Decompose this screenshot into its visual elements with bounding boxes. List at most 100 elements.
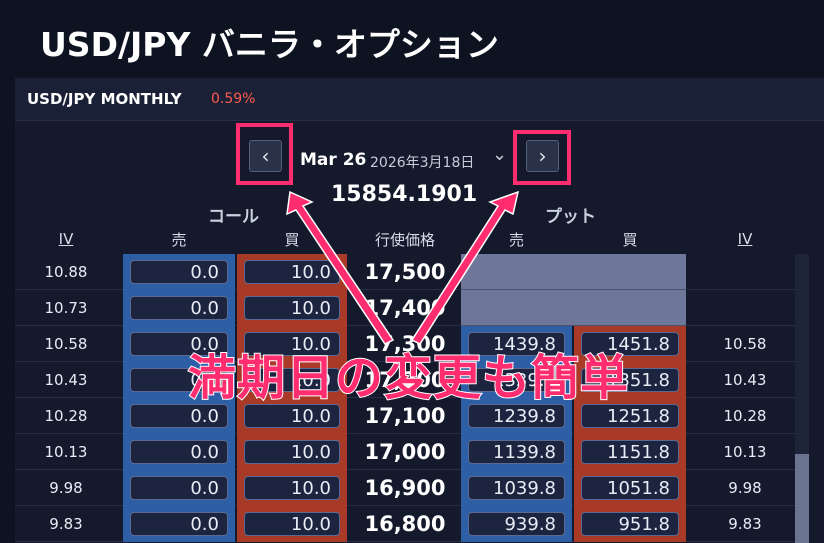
call-bid-cell: 0.0 [123, 434, 235, 470]
call-iv: 10.43 [44, 371, 88, 389]
panel-header: USD/JPY MONTHLY 0.59% [15, 78, 824, 121]
call-ask[interactable]: 10.0 [244, 260, 340, 284]
put-ask[interactable]: 1251.8 [581, 404, 679, 428]
call-ask[interactable]: 10.0 [244, 440, 340, 464]
call-bid[interactable]: 0.0 [130, 332, 228, 356]
highlight-box [513, 130, 571, 185]
empty-cell [461, 290, 574, 326]
scroll-thumb[interactable] [795, 454, 809, 543]
call-iv: 9.98 [49, 479, 83, 497]
call-ask[interactable]: 10.0 [244, 296, 340, 320]
call-ask-cell: 10.0 [237, 362, 347, 398]
put-ask-cell: 1351.8 [574, 362, 686, 398]
empty-cell [574, 290, 686, 326]
put-ask[interactable]: 1351.8 [581, 368, 679, 392]
row-divider [15, 289, 795, 290]
call-ask[interactable]: 10.0 [244, 512, 340, 536]
next-expiry[interactable]: › [526, 140, 559, 172]
strike: 17,200 [364, 368, 446, 392]
column-header: 売 [508, 230, 524, 249]
call-iv: 10.88 [44, 263, 88, 281]
call-bid[interactable]: 0.0 [130, 296, 228, 320]
dropdown-icon[interactable]: ⌄ [492, 144, 508, 165]
call-bid-cell: 0.0 [123, 254, 235, 290]
row-divider [15, 325, 795, 326]
call-iv: 10.73 [44, 299, 88, 317]
put-bid[interactable]: 1239.8 [468, 404, 565, 428]
put-bid-cell: 1039.8 [461, 470, 572, 506]
strike: 17,300 [364, 332, 446, 356]
call-ask[interactable]: 10.0 [244, 404, 340, 428]
call-iv: 10.28 [44, 407, 88, 425]
call-ask-cell: 10.0 [237, 398, 347, 434]
put-header: プット [545, 207, 596, 227]
strike: 16,900 [364, 476, 446, 500]
put-bid-cell: 1439.8 [461, 326, 572, 362]
arrow [410, 190, 520, 345]
put-ask[interactable]: 1151.8 [581, 440, 679, 464]
row-divider [15, 541, 795, 542]
call-bid-cell: 0.0 [123, 326, 235, 362]
put-ask-cell: 1451.8 [574, 326, 686, 362]
put-ask[interactable]: 1051.8 [581, 476, 679, 500]
put-bid[interactable]: 1139.8 [468, 440, 565, 464]
arrow [286, 190, 395, 345]
put-bid[interactable]: 1339.8 [468, 368, 565, 392]
call-bid[interactable]: 0.0 [130, 368, 228, 392]
call-ask-cell: 10.0 [237, 434, 347, 470]
put-ask[interactable]: 1451.8 [581, 332, 679, 356]
put-iv: 10.58 [723, 335, 767, 353]
call-bid[interactable]: 0.0 [130, 512, 228, 536]
put-ask[interactable]: 951.8 [581, 512, 679, 536]
empty-cell [461, 254, 574, 290]
call-ask-cell: 10.0 [237, 290, 347, 326]
call-bid[interactable]: 0.0 [130, 476, 228, 500]
call-ask[interactable]: 10.0 [244, 476, 340, 500]
call-ask-cell: 10.0 [237, 326, 347, 362]
column-header: 買 [622, 230, 638, 249]
option-panel: USD/JPY MONTHLY 0.59% ‹ Mar 26 2026年3月18… [15, 78, 824, 543]
prev-expiry[interactable]: ‹ [249, 140, 282, 172]
column-header: 売 [171, 230, 187, 249]
put-bid-cell: 939.8 [461, 506, 572, 542]
put-iv: 10.43 [723, 371, 767, 389]
column-header: 行使価格 [374, 230, 435, 249]
strike: 17,000 [364, 440, 446, 464]
put-bid[interactable]: 939.8 [468, 512, 565, 536]
call-iv: 10.13 [44, 443, 88, 461]
row-divider [15, 505, 795, 506]
put-ask-cell: 951.8 [574, 506, 686, 542]
strike: 17,100 [364, 404, 446, 428]
call-iv: 9.83 [49, 515, 83, 533]
call-bid[interactable]: 0.0 [130, 440, 228, 464]
call-ask-cell: 10.0 [237, 470, 347, 506]
expiry-label[interactable]: Mar 26 [300, 150, 367, 170]
put-iv: 9.98 [728, 479, 762, 497]
put-iv: 10.28 [723, 407, 767, 425]
call-ask[interactable]: 10.0 [244, 332, 340, 356]
put-bid[interactable]: 1039.8 [468, 476, 565, 500]
empty-cell [574, 254, 686, 290]
call-bid-cell: 0.0 [123, 362, 235, 398]
symbol: USD/JPY MONTHLY [27, 90, 182, 108]
call-bid-cell: 0.0 [123, 290, 235, 326]
expiry-date[interactable]: 2026年3月18日 [370, 155, 475, 171]
call-ask[interactable]: 10.0 [244, 368, 340, 392]
row-divider [15, 361, 795, 362]
call-bid-cell: 0.0 [123, 470, 235, 506]
call-bid[interactable]: 0.0 [130, 260, 228, 284]
call-iv: 10.58 [44, 335, 88, 353]
put-ask-cell: 1251.8 [574, 398, 686, 434]
put-iv: 9.83 [728, 515, 762, 533]
highlight-box [236, 123, 293, 185]
row-divider [15, 397, 795, 398]
put-bid-cell: 1139.8 [461, 434, 572, 470]
call-bid[interactable]: 0.0 [130, 404, 228, 428]
column-header: IV [58, 230, 74, 248]
scrollbar [795, 254, 809, 543]
put-ask-cell: 1151.8 [574, 434, 686, 470]
page-title: USD/JPY バニラ・オプション [40, 25, 499, 64]
put-bid[interactable]: 1439.8 [468, 332, 565, 356]
